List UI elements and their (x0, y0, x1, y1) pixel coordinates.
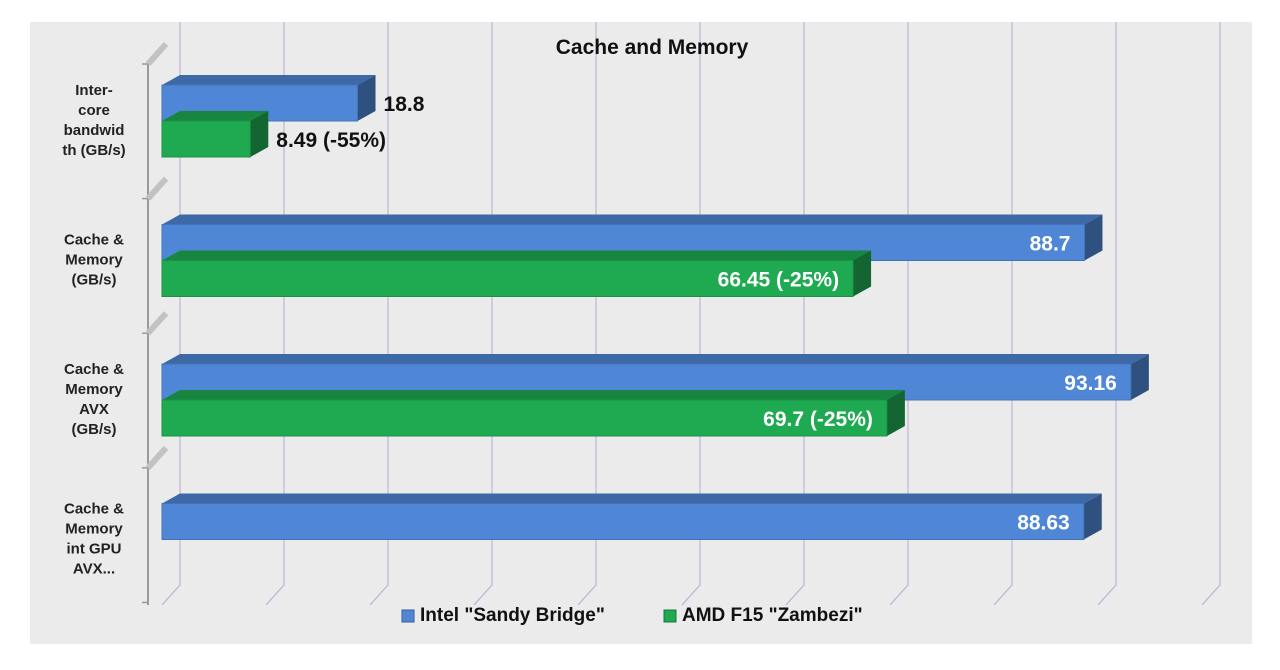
category-label: Cache & Memory int GPU AVX... (64, 500, 124, 577)
category-divider (145, 311, 169, 336)
category-label-line: (GB/s) (72, 421, 117, 438)
bar-side-face (1130, 354, 1149, 400)
chart-svg: 18.8 8.49 (-55%) 88.7 66.45 (-25%) 93.16 69.7… (62, 22, 1221, 626)
category-label-line: Cache & (64, 231, 124, 248)
category-label-line: Cache & (64, 500, 124, 517)
gridline-floor (161, 584, 181, 606)
legend-label: AMD F15 "Zambezi" (682, 605, 863, 626)
category-label: Cache & Memory AVX (GB/s) (64, 361, 124, 438)
bar-top-face (162, 214, 1103, 225)
gridline-floor (265, 584, 285, 606)
gridline-floor (1097, 584, 1117, 606)
legend: Intel "Sandy Bridge" AMD F15 "Zambezi" (401, 605, 863, 626)
bar-side-face (853, 250, 872, 297)
category-label-line: (GB/s) (72, 271, 117, 288)
bar (161, 120, 251, 158)
legend-swatch (663, 609, 677, 623)
bar-top-face (162, 250, 872, 261)
gridline-floor (1201, 584, 1221, 606)
bar-side-face (886, 390, 905, 436)
category-label-line: Memory (65, 381, 123, 398)
bar-top-face (162, 354, 1149, 364)
category-label-line: bandwid (64, 122, 125, 139)
labels-layer: 18.8 8.49 (-55%) 88.7 66.45 (-25%) 93.16 69.7… (276, 93, 1117, 535)
data-label: 93.16 (1064, 372, 1117, 395)
axis-layer (142, 41, 169, 605)
legend-label: Intel "Sandy Bridge" (420, 605, 605, 626)
category-label-line: AVX (79, 401, 109, 418)
gridline-floor (889, 584, 909, 606)
bar-top-face (162, 493, 1102, 504)
category-label-line: core (78, 102, 110, 119)
gridline-floor (577, 584, 597, 606)
category-label-line: AVX... (73, 560, 115, 577)
gridline-floor (681, 584, 701, 606)
bar (161, 399, 888, 437)
bar-side-face (1083, 493, 1102, 540)
data-label: 66.45 (-25%) (718, 269, 839, 292)
chart-frame: 18.8 8.49 (-55%) 88.7 66.45 (-25%) 93.16 69.7… (30, 22, 1252, 644)
category-axis-top (145, 41, 169, 67)
category-label: Cache & Memory (GB/s) (64, 231, 124, 288)
chart-title: Cache and Memory (556, 36, 749, 59)
data-label: 88.7 (1030, 233, 1071, 256)
gridline-floor (369, 584, 389, 606)
category-label-line: th (GB/s) (62, 142, 125, 159)
legend-swatch (401, 609, 415, 623)
category-label-line: Memory (65, 520, 123, 537)
category-divider (145, 176, 169, 201)
gridline-floor (993, 584, 1013, 606)
category-label-line: Memory (65, 251, 123, 268)
category-label-line: int GPU (67, 540, 122, 557)
bar-side-face (250, 111, 269, 157)
bar (161, 260, 854, 297)
category-labels: Inter-core bandwid th (GB/s) Cache & Memory (… (62, 82, 125, 578)
data-label: 88.63 (1017, 512, 1070, 535)
category-label-line: Inter- (75, 82, 113, 99)
bar-top-face (162, 75, 376, 85)
category-label: Inter-core bandwid th (GB/s) (62, 82, 125, 159)
data-label: 8.49 (-55%) (276, 129, 386, 152)
category-label-line: Cache & (64, 361, 124, 378)
gridline-floor (785, 584, 805, 606)
bars-layer (161, 75, 1149, 540)
category-divider (145, 445, 169, 470)
bar-top-face (162, 111, 269, 121)
bar-side-face (357, 75, 376, 121)
data-label: 69.7 (-25%) (763, 408, 873, 431)
bar (161, 503, 1085, 540)
bar-top-face (162, 390, 905, 400)
data-label: 18.8 (384, 93, 425, 116)
gridline-floor (473, 584, 493, 606)
bar-side-face (1084, 214, 1103, 261)
